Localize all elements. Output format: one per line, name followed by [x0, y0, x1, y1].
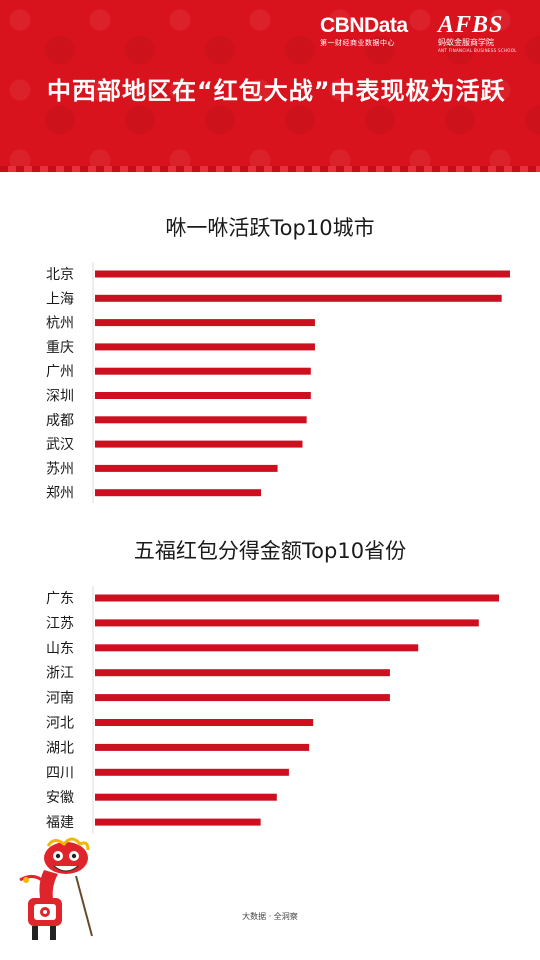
- chart-1-category-label: 重庆: [46, 340, 74, 356]
- lion-dance-mascot-icon: [19, 837, 93, 940]
- chart-2-category-label: 四川: [46, 765, 74, 781]
- chart-1-title: 咻一咻活跃Top10城市: [165, 216, 375, 240]
- chart-1-bar: [95, 270, 510, 278]
- chart-1-category-label: 杭州: [46, 316, 74, 332]
- afbs-logo-subtext: 蚂蚁金服商学院: [438, 38, 494, 47]
- chart-2-category-label: 福建: [46, 815, 74, 831]
- chart-2-category-label: 浙江: [46, 666, 74, 682]
- chart-1-category-label: 郑州: [46, 486, 74, 502]
- chart-2-bar: [95, 743, 310, 751]
- chart-1-category-label: 广州: [46, 364, 74, 380]
- chart-1-bar: [95, 343, 315, 351]
- chart-2-category-label: 山东: [46, 641, 74, 657]
- footer-source-note: 大数据 · 全洞察: [242, 912, 298, 921]
- chart-2-category-label: 广东: [46, 591, 74, 607]
- chart-1-category-label: 深圳: [46, 389, 74, 405]
- chart-2-category-label: 江苏: [46, 616, 74, 632]
- afbs-logo-english: ANT FINANCIAL BUSINESS SCHOOL: [438, 48, 517, 53]
- afbs-logo: AFBS 蚂蚁金服商学院 ANT FINANCIAL BUSINESS SCHO…: [438, 12, 517, 53]
- page-headline: 中西部地区在“红包大战”中表现极为活跃: [47, 77, 506, 105]
- chart-2-bar: [95, 594, 499, 602]
- chart-1-category-label: 北京: [46, 267, 74, 283]
- chart-1-bar: [95, 464, 278, 472]
- chart-2-title: 五福红包分得金额Top10省份: [133, 539, 407, 563]
- chart-1-bar: [95, 440, 303, 448]
- chart-1-category-label: 成都: [46, 413, 74, 429]
- chart-2-bar: [95, 694, 390, 702]
- header-banner: CBNData 第一财经商业数据中心 AFBS 蚂蚁金服商学院 ANT FINA…: [0, 0, 540, 172]
- chart-1-category-label: 苏州: [46, 461, 74, 477]
- chart-2-bar: [95, 619, 479, 627]
- chart-2-bar: [95, 644, 419, 652]
- cbndata-logo: CBNData 第一财经商业数据中心: [320, 14, 408, 48]
- chart-2-bar: [95, 669, 390, 677]
- chart-1-bar: [95, 392, 311, 399]
- chart-2-bar: [95, 768, 289, 776]
- cbndata-logo-text: CBNData: [320, 14, 408, 37]
- chart-2-category-label: 河北: [46, 716, 74, 732]
- chart-1-bar: [95, 489, 261, 497]
- chart-2-category-label: 安徽: [46, 790, 74, 806]
- chart-1-bar: [95, 416, 307, 424]
- chart-2-bar: [95, 818, 261, 826]
- chart-1-bar: [95, 367, 311, 375]
- chart-1-bar: [95, 294, 502, 302]
- chart-2-category-label: 河南: [46, 691, 74, 707]
- chart-1-category-label: 上海: [46, 291, 74, 307]
- chart-1-category-label: 武汉: [46, 437, 74, 453]
- chart-2-bar: [95, 793, 277, 801]
- chart-2-bar: [95, 719, 314, 726]
- chart-2-category-label: 湖北: [46, 740, 74, 756]
- cbndata-logo-subtext: 第一财经商业数据中心: [320, 39, 395, 47]
- chart-1-bar: [95, 319, 315, 327]
- afbs-logo-text: AFBS: [438, 12, 504, 38]
